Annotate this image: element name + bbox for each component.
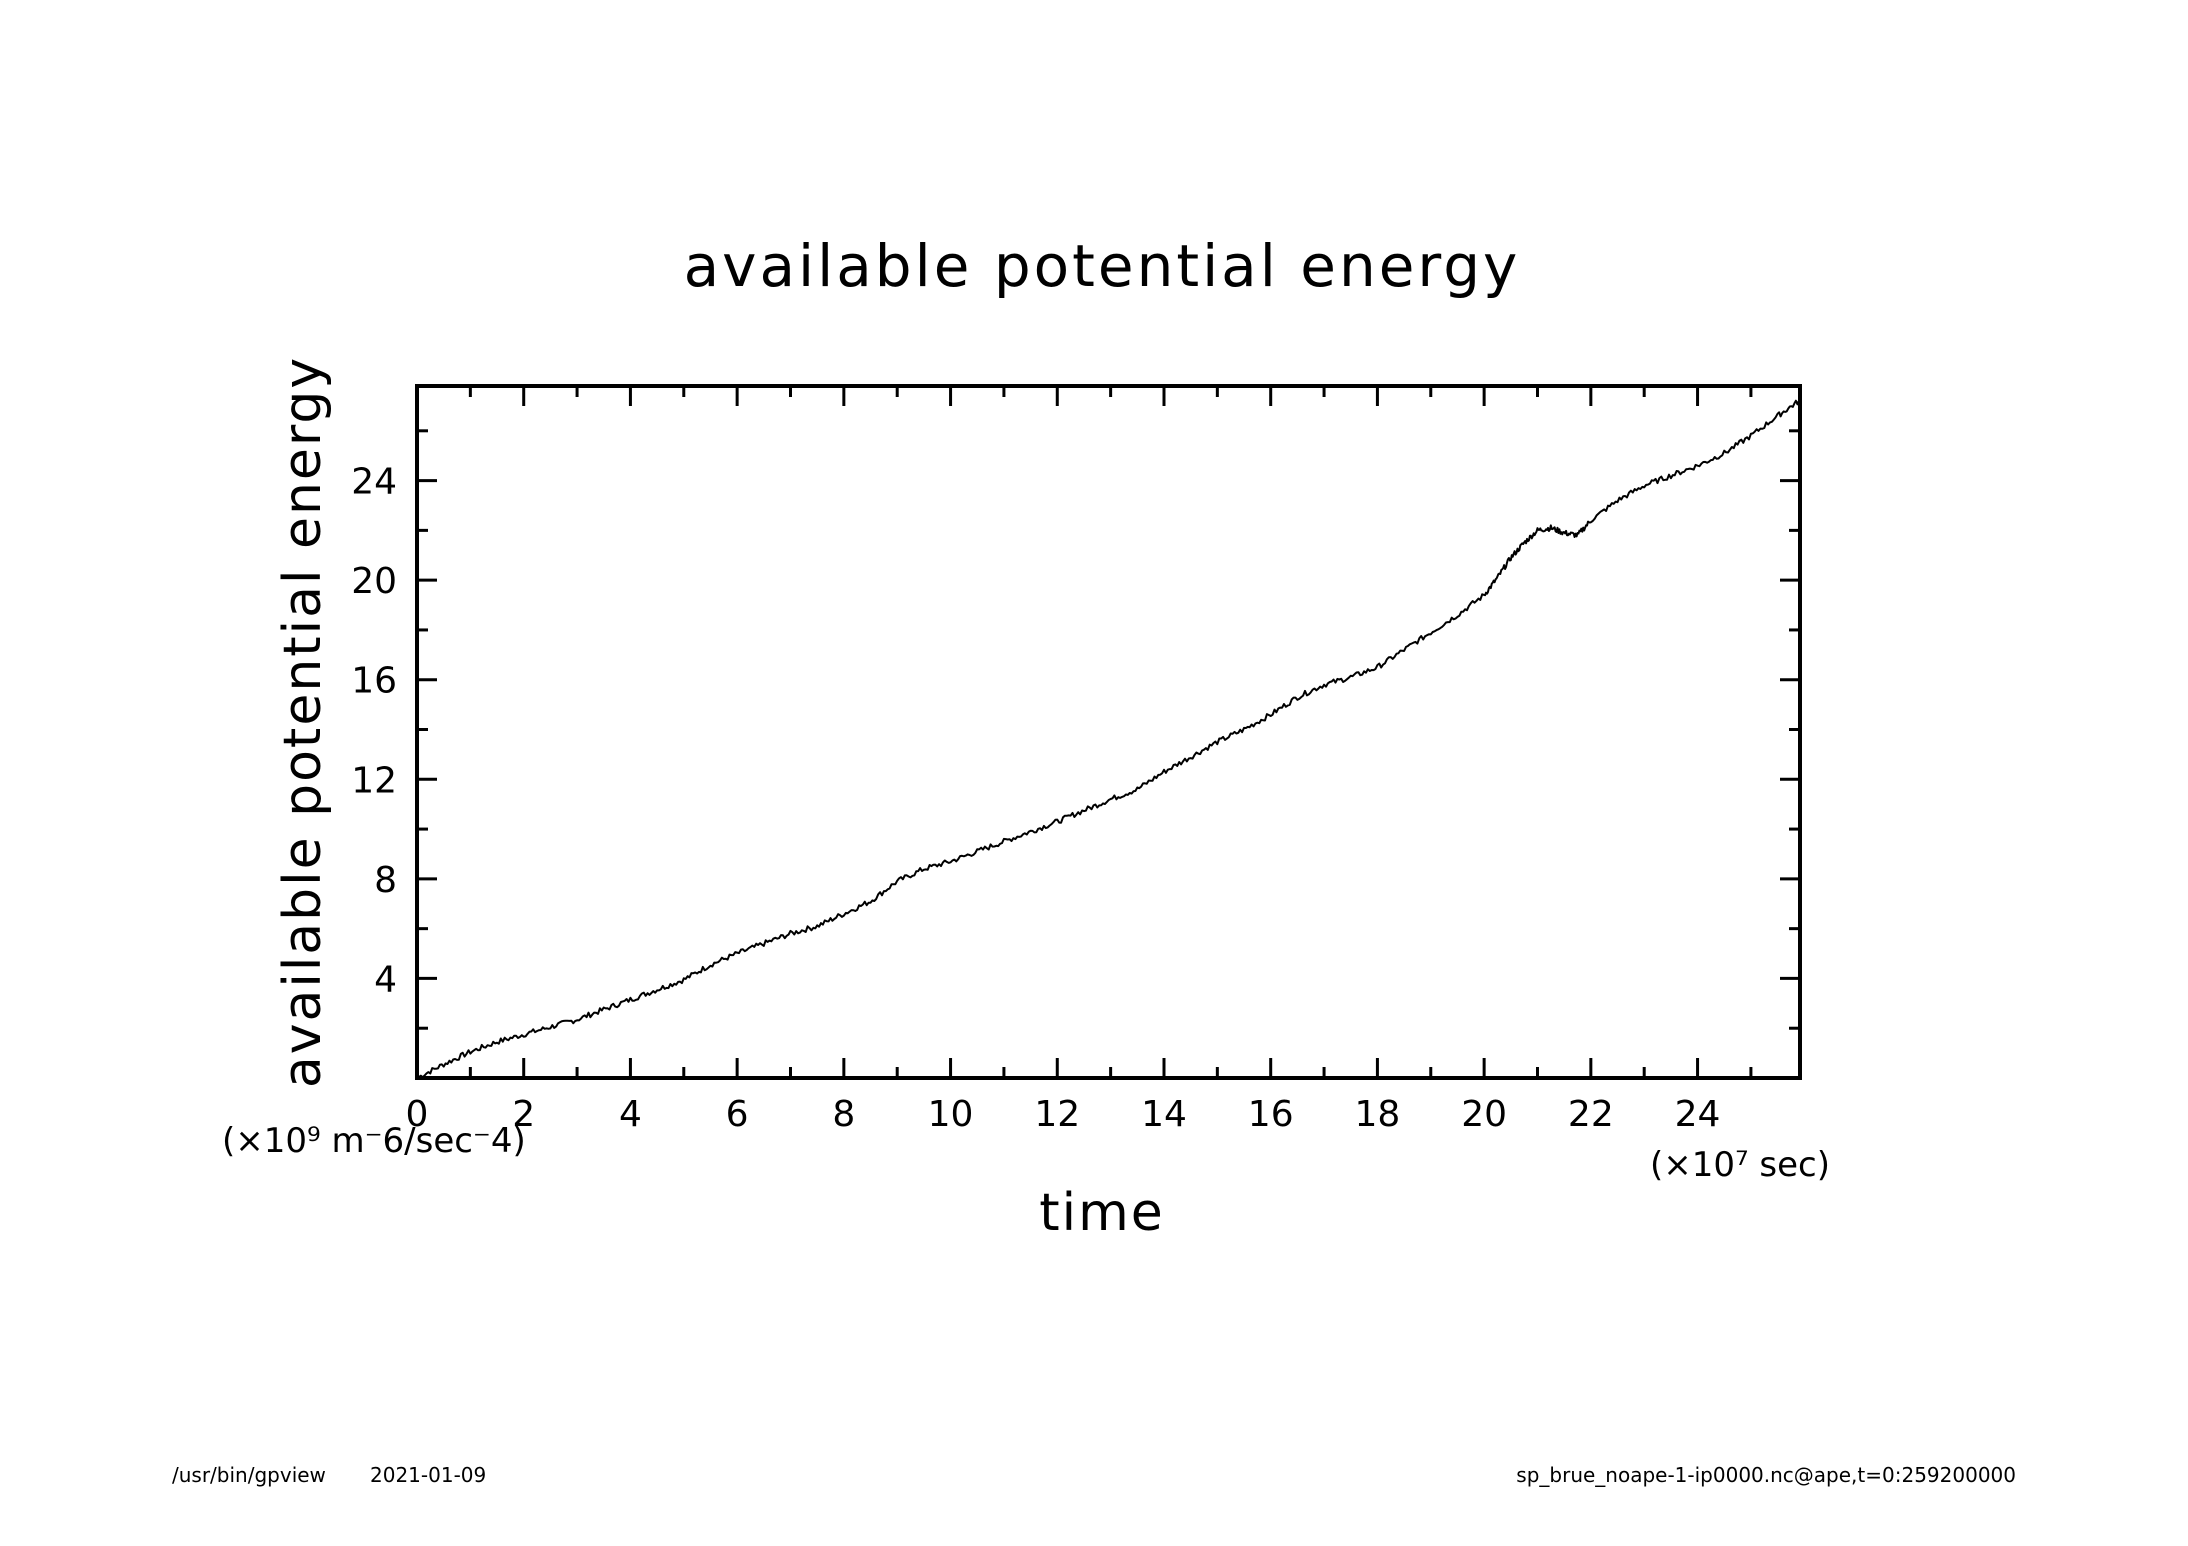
chart-title: available potential energy bbox=[684, 232, 1521, 300]
x-tick-label: 6 bbox=[726, 1094, 749, 1135]
footer-source: sp_brue_noape-1-ip0000.nc@ape,t=0:259200… bbox=[1516, 1463, 2016, 1487]
x-tick-label: 2 bbox=[512, 1094, 535, 1135]
footer-program: /usr/bin/gpview bbox=[172, 1463, 326, 1487]
x-tick-label: 20 bbox=[1461, 1094, 1507, 1135]
footer-date: 2021-01-09 bbox=[370, 1463, 486, 1487]
x-tick-label: 16 bbox=[1248, 1094, 1294, 1135]
series-line bbox=[416, 399, 1800, 1079]
y-axis-label: available potential energy bbox=[273, 356, 333, 1088]
x-axis-unit: (×10⁷ sec) bbox=[1650, 1145, 1830, 1185]
x-axis-unit-text: (×10⁷ sec) bbox=[1650, 1145, 1830, 1185]
y-tick-label: 12 bbox=[351, 760, 397, 801]
y-tick-label: 4 bbox=[374, 959, 397, 1000]
y-tick-label: 24 bbox=[351, 462, 397, 503]
y-tick-label: 20 bbox=[351, 561, 397, 602]
y-axis-unit-text: (×10⁹ m⁻6/sec⁻4) bbox=[222, 1121, 526, 1161]
plot-frame bbox=[415, 384, 1802, 1080]
y-axis-unit: (×10⁹ m⁻6/sec⁻4) bbox=[222, 1121, 526, 1161]
axis-ticks bbox=[415, 386, 1800, 1078]
x-tick-label: 18 bbox=[1355, 1094, 1401, 1135]
y-tick-label: 16 bbox=[351, 661, 397, 702]
x-axis-label: time bbox=[1039, 1183, 1164, 1243]
x-tick-label: 0 bbox=[406, 1094, 429, 1135]
x-tick-label: 22 bbox=[1568, 1094, 1614, 1135]
x-tick-label: 24 bbox=[1675, 1094, 1721, 1135]
x-tick-label: 10 bbox=[928, 1094, 974, 1135]
x-tick-label: 4 bbox=[619, 1094, 642, 1135]
x-tick-label: 8 bbox=[832, 1094, 855, 1135]
x-tick-label: 12 bbox=[1034, 1094, 1080, 1135]
x-tick-label: 14 bbox=[1141, 1094, 1187, 1135]
y-tick-label: 8 bbox=[374, 860, 397, 901]
